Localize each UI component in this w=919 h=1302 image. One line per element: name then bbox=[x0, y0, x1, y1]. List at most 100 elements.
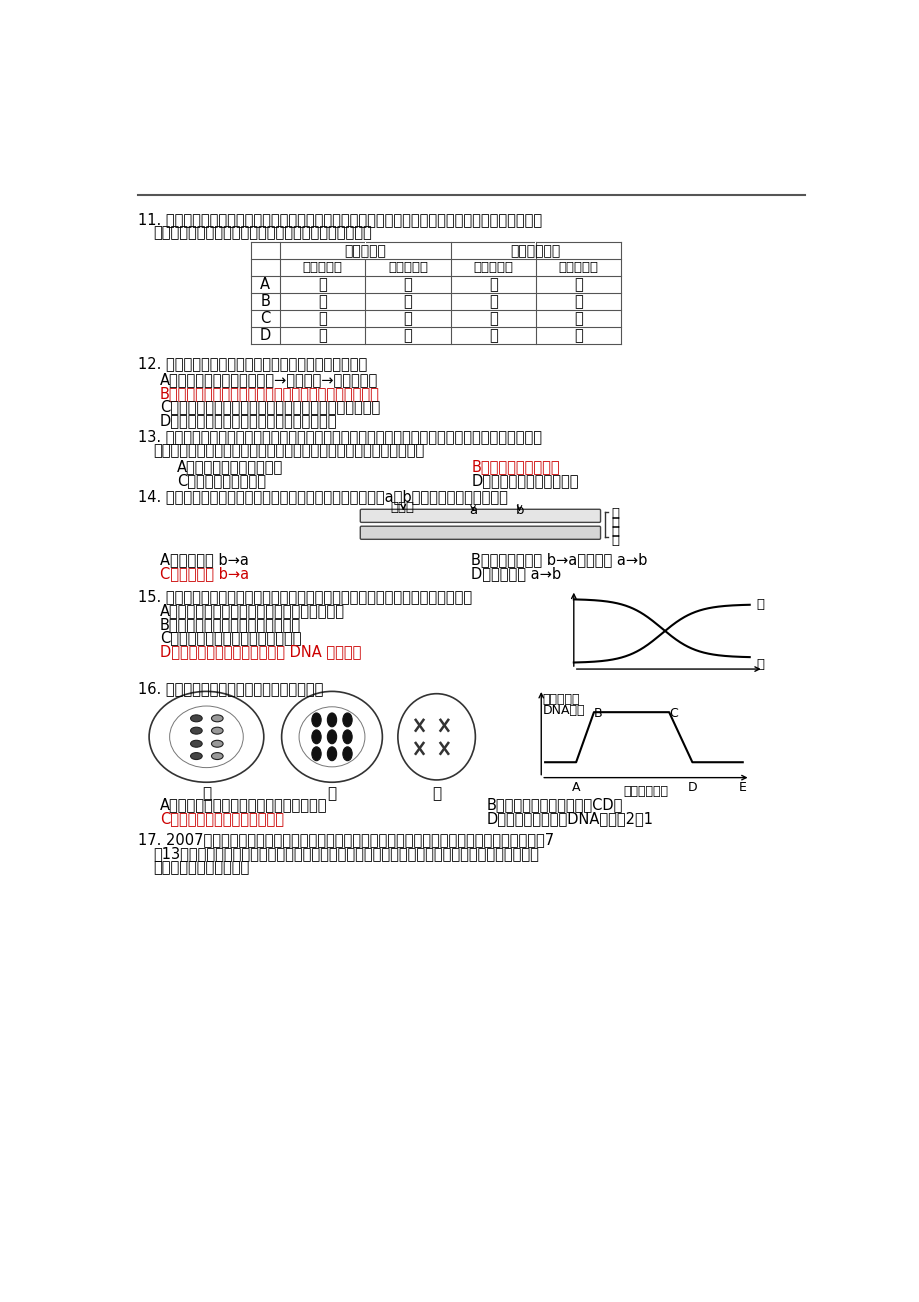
Text: C．感受器是感觉神经元末梢，效应器是运动神经元末梢: C．感受器是感觉神经元末梢，效应器是运动神经元末梢 bbox=[160, 400, 380, 414]
Ellipse shape bbox=[312, 730, 321, 743]
Text: 甲: 甲 bbox=[755, 598, 763, 611]
Text: D．在膜外是 a→b: D．在膜外是 a→b bbox=[471, 566, 561, 581]
Ellipse shape bbox=[312, 747, 321, 760]
Text: 纤: 纤 bbox=[610, 525, 618, 538]
Ellipse shape bbox=[211, 753, 223, 759]
Ellipse shape bbox=[211, 715, 223, 721]
Ellipse shape bbox=[190, 741, 202, 747]
Text: A．萌发过程中，自由水／结合水的比值如图甲: A．萌发过程中，自由水／结合水的比值如图甲 bbox=[160, 603, 345, 618]
Text: A: A bbox=[260, 277, 270, 293]
Text: 13. 肉毒杆菌毒素是从肉毒杆菌中提取的毒蛋白，是自然界已知最强的神经毒素。它能选择性地阻遏乙: 13. 肉毒杆菌毒素是从肉毒杆菌中提取的毒蛋白，是自然界已知最强的神经毒素。它能… bbox=[138, 430, 541, 444]
Text: 细胞体积大小: 细胞体积大小 bbox=[510, 243, 561, 258]
Ellipse shape bbox=[190, 715, 202, 721]
Ellipse shape bbox=[327, 747, 336, 760]
Text: 低: 低 bbox=[318, 294, 327, 310]
Text: DNA含量: DNA含量 bbox=[542, 703, 584, 716]
Text: C．甲图可能是卵原细胞的增殖: C．甲图可能是卵原细胞的增殖 bbox=[160, 811, 284, 825]
Text: 乙: 乙 bbox=[327, 786, 336, 801]
Text: 高: 高 bbox=[318, 277, 327, 293]
Text: B: B bbox=[260, 294, 270, 310]
Text: 14. 以枪乌贼的粗大神经纤维做材料，如图所示，这时观测到a、b间局部电流的流动方向是: 14. 以枪乌贼的粗大神经纤维做材料，如图所示，这时观测到a、b间局部电流的流动… bbox=[138, 488, 507, 504]
Text: 高: 高 bbox=[318, 311, 327, 327]
Text: C．萌发过程中，有机物种类如图甲: C．萌发过程中，有机物种类如图甲 bbox=[160, 630, 301, 646]
Text: 神: 神 bbox=[610, 506, 618, 519]
Text: 月13日江苏省总工会发出了高温时段严禁建筑工地户外作业的通知。高温下施工作业容易引发病危: 月13日江苏省总工会发出了高温时段严禁建筑工地户外作业的通知。高温下施工作业容易… bbox=[153, 846, 539, 861]
Text: 大: 大 bbox=[573, 294, 583, 310]
Text: 乙: 乙 bbox=[755, 659, 763, 672]
Ellipse shape bbox=[281, 691, 382, 783]
Text: A: A bbox=[572, 781, 580, 794]
Text: 生长素浓度: 生长素浓度 bbox=[344, 243, 386, 258]
Text: D: D bbox=[259, 328, 271, 344]
Ellipse shape bbox=[169, 706, 243, 768]
Text: E: E bbox=[738, 781, 746, 794]
Text: 高: 高 bbox=[403, 328, 412, 344]
Text: B．突触传递可能是上一个神经元对下一神经元抑制作用: B．突触传递可能是上一个神经元对下一神经元抑制作用 bbox=[160, 385, 380, 401]
Text: B．甲乙两图对应丁图中的CD段: B．甲乙两图对应丁图中的CD段 bbox=[486, 797, 623, 812]
Text: A．在膜内是 b→a: A．在膜内是 b→a bbox=[160, 552, 248, 566]
Text: 维: 维 bbox=[610, 534, 618, 547]
Text: D: D bbox=[686, 781, 697, 794]
Text: 小: 小 bbox=[488, 294, 497, 310]
Ellipse shape bbox=[327, 713, 336, 727]
Text: 17. 2007年夏天，全国部分地区持续干旱、高温，政府出台了一系列以人为本的抗旱措施。例如，7: 17. 2007年夏天，全国部分地区持续干旱、高温，政府出台了一系列以人为本的抗… bbox=[138, 832, 554, 848]
Text: b: b bbox=[515, 504, 523, 517]
Text: a: a bbox=[469, 504, 477, 517]
Text: 甲: 甲 bbox=[201, 786, 210, 801]
FancyBboxPatch shape bbox=[360, 509, 600, 522]
Text: 的一侧的生长素浓度和细胞体积大小，以下表中正确的是: 的一侧的生长素浓度和细胞体积大小，以下表中正确的是 bbox=[153, 225, 372, 241]
Text: 刺激点: 刺激点 bbox=[390, 501, 414, 514]
Text: 11. 牵牛花的茎可以缠绕在其他物体上，如果测量牵牛花幼茎靠近被缠绕物体的一侧和远离被缠绕物体: 11. 牵牛花的茎可以缠绕在其他物体上，如果测量牵牛花幼茎靠近被缠绕物体的一侧和… bbox=[138, 212, 542, 227]
Text: A．使另一神经元产生兴奋: A．使另一神经元产生兴奋 bbox=[176, 458, 283, 474]
FancyBboxPatch shape bbox=[360, 526, 600, 539]
Text: C．使兴奋的传递加速: C．使兴奋的传递加速 bbox=[176, 473, 266, 488]
Text: C．在膜外是 b→a: C．在膜外是 b→a bbox=[160, 566, 249, 581]
Text: 16. 对下列有关细胞分裂的各图分析正确的有: 16. 对下列有关细胞分裂的各图分析正确的有 bbox=[138, 681, 323, 697]
Ellipse shape bbox=[190, 753, 202, 759]
Ellipse shape bbox=[211, 741, 223, 747]
Text: B．萌发过程中，有机物总量如图乙: B．萌发过程中，有机物总量如图乙 bbox=[160, 617, 301, 631]
Text: 靠近物体侧: 靠近物体侧 bbox=[302, 262, 343, 275]
Text: 酰胆碱（神经递质的一种）的释放过程，这种毒素对兴奋传递的作用是: 酰胆碱（神经递质的一种）的释放过程，这种毒素对兴奋传递的作用是 bbox=[153, 444, 425, 458]
Text: D．萌发过程中，每个细胞中核 DNA 量如图甲: D．萌发过程中，每个细胞中核 DNA 量如图甲 bbox=[160, 644, 361, 659]
Text: A．突触小体能够实现电信号→化学信号→电信号转变: A．突触小体能够实现电信号→化学信号→电信号转变 bbox=[160, 372, 378, 387]
Ellipse shape bbox=[343, 747, 352, 760]
Text: 低: 低 bbox=[403, 277, 412, 293]
Text: 低: 低 bbox=[403, 311, 412, 327]
Text: B．在膜内可以是 b→a，也可是 a→b: B．在膜内可以是 b→a，也可是 a→b bbox=[471, 552, 647, 566]
Text: 大: 大 bbox=[488, 311, 497, 327]
Text: 大: 大 bbox=[488, 328, 497, 344]
Ellipse shape bbox=[327, 730, 336, 743]
Ellipse shape bbox=[343, 713, 352, 727]
Text: 远离物体侧: 远离物体侧 bbox=[388, 262, 427, 275]
Text: 15. 下图中两条曲线分别表示种子萌发过程中的一些特征，对于此图的描述错误的是: 15. 下图中两条曲线分别表示种子萌发过程中的一些特征，对于此图的描述错误的是 bbox=[138, 589, 471, 604]
Text: 事故的主要原因是人体的: 事故的主要原因是人体的 bbox=[153, 861, 250, 875]
Ellipse shape bbox=[343, 730, 352, 743]
Ellipse shape bbox=[397, 694, 475, 780]
Ellipse shape bbox=[312, 713, 321, 727]
Text: C: C bbox=[668, 707, 677, 720]
Text: 丙: 丙 bbox=[432, 786, 441, 801]
Text: 小: 小 bbox=[573, 328, 583, 344]
Text: 大: 大 bbox=[573, 277, 583, 293]
Ellipse shape bbox=[299, 707, 365, 767]
Text: D．丙图中染色体与DNA的比是2：1: D．丙图中染色体与DNA的比是2：1 bbox=[486, 811, 653, 825]
Text: 每条染色体: 每条染色体 bbox=[542, 693, 580, 706]
Text: D．感受器的基本功能是感受刺激，形成感觉: D．感受器的基本功能是感受刺激，形成感觉 bbox=[160, 414, 337, 428]
Text: 远离物体侧: 远离物体侧 bbox=[558, 262, 597, 275]
Text: 高: 高 bbox=[403, 294, 412, 310]
Text: C: C bbox=[260, 311, 270, 327]
Text: 经: 经 bbox=[610, 516, 618, 529]
Text: A．甲乙两图所示细胞中都有２个染色体组: A．甲乙两图所示细胞中都有２个染色体组 bbox=[160, 797, 327, 812]
Text: B: B bbox=[594, 707, 602, 720]
Text: 靠近物体侧: 靠近物体侧 bbox=[472, 262, 513, 275]
Text: 小: 小 bbox=[488, 277, 497, 293]
Text: 12. 下列关于神经传导和相关结构与功能的表述正确的是: 12. 下列关于神经传导和相关结构与功能的表述正确的是 bbox=[138, 357, 367, 371]
Text: B．使兴奋的传递中断: B．使兴奋的传递中断 bbox=[471, 458, 560, 474]
Text: D．使另一神经元产生抑制: D．使另一神经元产生抑制 bbox=[471, 473, 578, 488]
Text: 低: 低 bbox=[318, 328, 327, 344]
Ellipse shape bbox=[149, 691, 264, 783]
Ellipse shape bbox=[211, 728, 223, 734]
Ellipse shape bbox=[190, 728, 202, 734]
Text: 小: 小 bbox=[573, 311, 583, 327]
